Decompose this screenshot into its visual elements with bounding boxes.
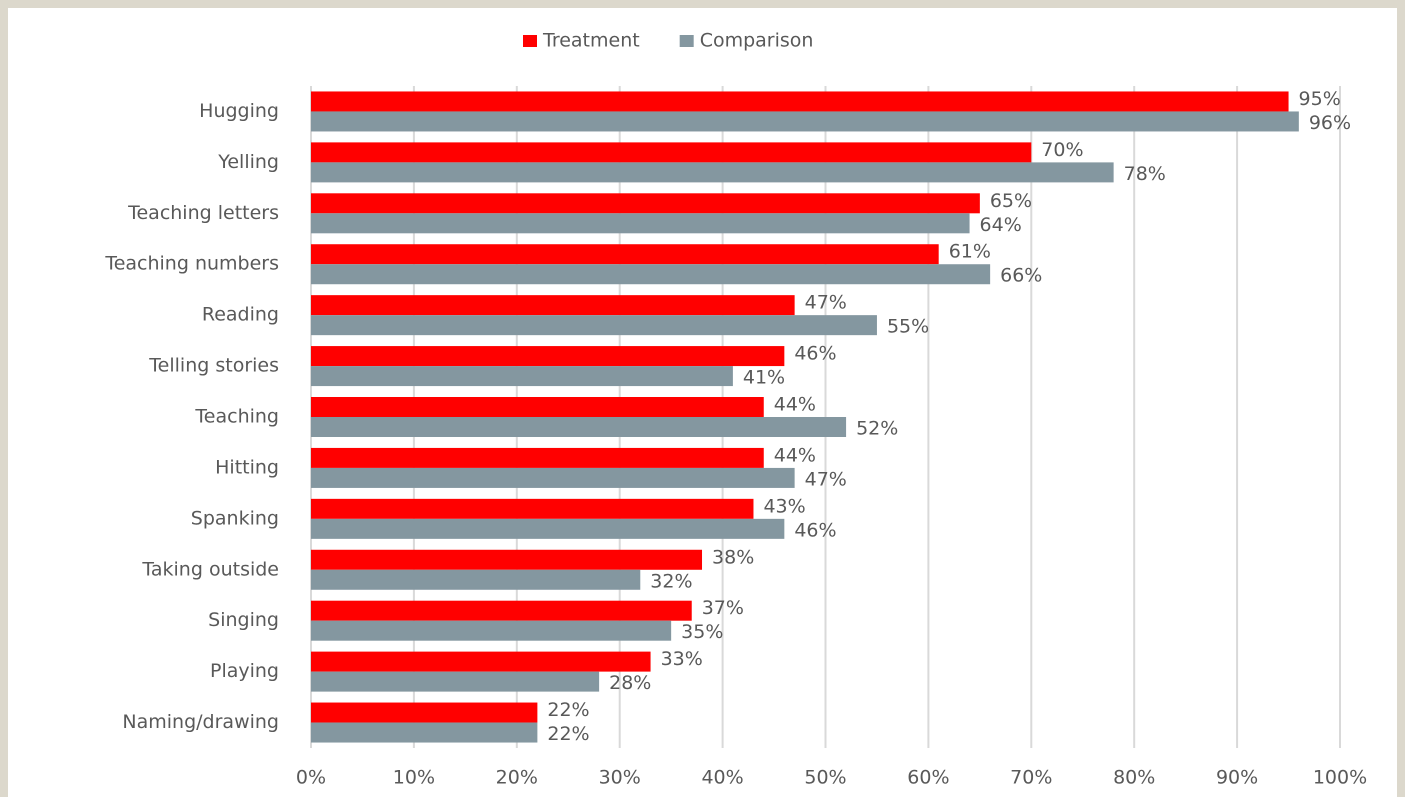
value-label: 61% (949, 241, 991, 263)
bar (311, 264, 991, 285)
y-tick-label: Hitting (215, 456, 279, 478)
y-tick-label: Naming/drawing (122, 711, 279, 733)
y-tick-label: Reading (202, 304, 279, 326)
y-tick-label: Taking outside (141, 558, 279, 580)
bar (311, 549, 703, 570)
y-tick-label: Teaching numbers (104, 253, 279, 275)
bar (311, 162, 1114, 183)
bar (311, 397, 764, 417)
bar (311, 600, 692, 621)
value-label: 44% (774, 394, 816, 416)
value-label: 95% (1299, 88, 1341, 110)
y-tick-label: Telling stories (148, 355, 279, 377)
value-label: 35% (681, 621, 723, 643)
bar (311, 213, 970, 234)
x-tick-label: 50% (804, 767, 846, 789)
value-label: 46% (794, 519, 836, 541)
x-tick-label: 90% (1216, 767, 1258, 789)
y-tick-label: Spanking (191, 507, 279, 529)
legend-swatch (523, 35, 537, 47)
bar (311, 295, 795, 316)
value-label: 96% (1309, 112, 1351, 134)
value-label: 47% (805, 292, 847, 314)
x-tick-label: 10% (393, 767, 435, 789)
bar (311, 111, 1299, 132)
value-label: 55% (887, 316, 929, 338)
y-tick-label: Teaching (194, 406, 279, 428)
bar (311, 569, 641, 590)
value-label: 33% (661, 648, 703, 670)
x-tick-label: 70% (1010, 767, 1052, 789)
x-tick-label: 80% (1113, 767, 1155, 789)
value-label: 22% (547, 723, 589, 745)
bar (311, 315, 877, 336)
value-label: 37% (702, 597, 744, 619)
y-tick-label: Teaching letters (127, 202, 279, 224)
bar (311, 142, 1032, 163)
bar (311, 193, 980, 214)
bar (311, 447, 764, 468)
x-tick-label: 30% (599, 767, 641, 789)
bar (311, 498, 754, 519)
value-label: 66% (1000, 265, 1042, 287)
legend-label: Comparison (700, 30, 814, 52)
y-tick-label: Hugging (199, 100, 279, 122)
value-label: 64% (980, 214, 1022, 236)
legend-swatch (679, 35, 694, 47)
bar (311, 702, 538, 723)
value-label: 22% (547, 699, 589, 721)
bar (311, 366, 733, 387)
y-tick-label: Yelling (217, 151, 279, 173)
x-tick-label: 20% (496, 767, 538, 789)
value-label: 78% (1124, 163, 1166, 185)
x-tick-label: 100% (1313, 767, 1367, 789)
bar (311, 467, 795, 488)
value-label: 44% (774, 444, 816, 466)
value-label: 28% (609, 672, 651, 694)
x-tick-label: 40% (701, 767, 743, 789)
legend-label: Treatment (542, 30, 640, 52)
bar (311, 671, 600, 692)
x-tick-label: 60% (907, 767, 949, 789)
bar (311, 417, 847, 437)
value-label: 38% (712, 546, 754, 568)
value-label: 43% (763, 495, 805, 517)
bar (311, 620, 672, 641)
bar (311, 518, 785, 539)
value-label: 32% (650, 570, 692, 592)
value-label: 65% (990, 190, 1032, 212)
value-label: 41% (743, 367, 785, 389)
bar (311, 722, 538, 743)
value-label: 52% (856, 418, 898, 440)
value-label: 70% (1041, 139, 1083, 161)
bar (311, 346, 785, 367)
y-tick-label: Playing (210, 660, 279, 682)
value-label: 47% (805, 468, 847, 490)
bar (311, 91, 1289, 112)
value-label: 46% (794, 343, 836, 365)
bar (311, 651, 651, 672)
bar (311, 244, 939, 265)
y-tick-label: Singing (208, 609, 279, 631)
x-tick-label: 0% (296, 767, 326, 789)
